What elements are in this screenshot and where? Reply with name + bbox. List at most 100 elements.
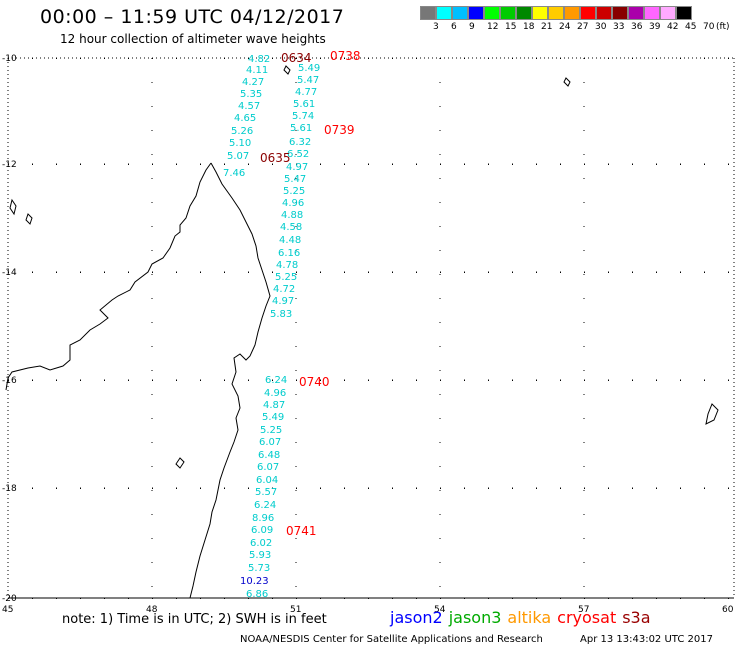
satellite-legend: jason2 jason3 altika cryosat s3a — [390, 608, 657, 627]
x-axis-label: 51 — [290, 605, 301, 615]
swh-value: 4.65 — [234, 113, 256, 124]
time-label: 0740 — [299, 375, 330, 389]
legend-swatch — [596, 6, 612, 20]
swh-value: 5.49 — [298, 63, 320, 74]
legend-label: 15 — [505, 22, 517, 32]
y-axis-label: -10 — [2, 54, 17, 64]
credit-text: NOAA/NESDIS Center for Satellite Applica… — [240, 634, 543, 645]
swh-value: 5.61 — [293, 99, 315, 110]
swh-value: 4.88 — [281, 210, 303, 221]
swh-value: 5.07 — [227, 151, 249, 162]
legend-swatch — [468, 6, 484, 20]
swh-value: 4.82 — [248, 54, 270, 65]
satellite-label-s3a: s3a — [622, 608, 651, 627]
x-axis-label: 45 — [2, 605, 13, 615]
x-axis-label: 60 — [722, 605, 734, 615]
swh-value: 6.07 — [257, 462, 279, 473]
time-label: 0741 — [286, 524, 317, 538]
legend-swatch — [564, 6, 580, 20]
legend-swatch — [436, 6, 452, 20]
legend-swatch — [500, 6, 516, 20]
altimeter-tracks: 4.824.114.275.354.574.65 5.265.10 5.07 7.46… — [223, 49, 361, 600]
legend-label: 30 — [595, 22, 607, 32]
y-axis-label: -18 — [2, 484, 17, 494]
legend-label: 18 — [523, 22, 535, 32]
swh-value: 5.25 — [283, 186, 305, 197]
swh-value: 5.57 — [255, 487, 277, 498]
legend-label: 27 — [577, 22, 589, 32]
swh-value: 4.78 — [276, 260, 298, 271]
swh-value: 6.24 — [265, 375, 287, 386]
swh-value: 4.87 — [263, 400, 285, 411]
satellite-label-cryosat: cryosat — [557, 608, 617, 627]
swh-value: 5.73 — [248, 563, 270, 574]
swh-value: 6.24 — [254, 500, 276, 511]
legend-swatch — [612, 6, 628, 20]
swh-value: 4.77 — [295, 87, 317, 98]
swh-value: 7.46 — [223, 168, 245, 179]
swh-value: 6.09 — [251, 525, 273, 536]
swh-value: 4.96 — [282, 198, 304, 209]
legend-swatch — [644, 6, 660, 20]
madagascar-coastline — [5, 162, 212, 391]
swh-value: 4.58 — [280, 222, 302, 233]
swh-value: 5.74 — [292, 111, 314, 122]
legend-swatch — [676, 6, 692, 20]
swh-value: 5.47 — [297, 75, 319, 86]
island-southeast — [705, 403, 719, 425]
swh-value: 5.25 — [260, 425, 282, 436]
legend-swatch — [532, 6, 548, 20]
island-tiny — [283, 65, 291, 75]
swh-value: 6.48 — [258, 450, 280, 461]
legend-label: (ft) — [716, 22, 730, 32]
x-axis-label: 54 — [434, 605, 446, 615]
swh-value: 5.25 — [275, 272, 297, 283]
legend-swatch — [580, 6, 596, 20]
legend-swatch — [660, 6, 676, 20]
satellite-label-jason2: jason2 — [390, 608, 443, 627]
swh-value: 6.07 — [259, 437, 281, 448]
timestamp-text: Apr 13 13:43:02 UTC 2017 — [580, 634, 713, 645]
swh-value: 10.23 — [240, 576, 269, 587]
swh-value: 5.26 — [231, 126, 253, 137]
island-small — [175, 457, 185, 469]
legend-label: 33 — [613, 22, 625, 32]
swh-value: 5.83 — [270, 309, 292, 320]
legend-label: 39 — [649, 22, 661, 32]
swh-value: 6.16 — [278, 248, 300, 259]
swh-value: 6.32 — [289, 137, 311, 148]
legend-swatch — [420, 6, 436, 20]
swh-value: 4.97 — [272, 296, 294, 307]
legend-label: 42 — [667, 22, 679, 32]
swh-value: 5.49 — [262, 412, 284, 423]
swh-value: 5.61 — [290, 123, 312, 134]
swh-value: 6.04 — [256, 475, 278, 486]
legend-swatch — [452, 6, 468, 20]
time-label: 0635 — [260, 151, 291, 165]
legend-label: 36 — [631, 22, 643, 32]
legend-label: 70 — [703, 22, 715, 32]
x-axis-label: 57 — [578, 605, 589, 615]
x-axis-label: 48 — [146, 605, 158, 615]
swh-value: 4.97 — [286, 162, 308, 173]
comoros-island — [9, 198, 17, 216]
y-axis-label: -16 — [2, 376, 17, 386]
footer-note: note: 1) Time is in UTC; 2) SWH is in fe… — [62, 612, 327, 627]
y-axis-label: -14 — [2, 268, 17, 278]
map-title: 00:00 – 11:59 UTC 04/12/2017 — [40, 6, 345, 28]
legend-label: 12 — [487, 22, 499, 32]
map-subtitle: 12 hour collection of altimeter wave hei… — [60, 32, 326, 46]
legend-label: 45 — [685, 22, 697, 32]
legend-swatch — [516, 6, 532, 20]
swh-value: 6.86 — [246, 589, 268, 600]
satellite-label-altika: altika — [507, 608, 552, 627]
satellite-label-jason3: jason3 — [448, 608, 502, 627]
legend-label: 24 — [559, 22, 571, 32]
swh-value: 4.96 — [264, 388, 286, 399]
color-scale-legend: 3 6 9 12 15 18 21 24 27 30 33 36 39 42 45 70 (ft) — [420, 6, 730, 34]
swh-value: 5.10 — [229, 138, 251, 149]
swh-value: 4.57 — [238, 101, 260, 112]
legend-swatch — [484, 6, 500, 20]
swh-value: 4.48 — [279, 235, 301, 246]
